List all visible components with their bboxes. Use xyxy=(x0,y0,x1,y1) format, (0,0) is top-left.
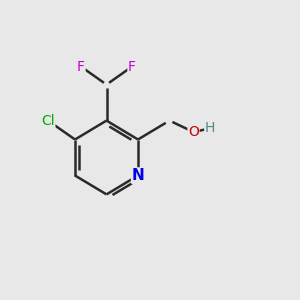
Text: H: H xyxy=(205,122,215,135)
Text: O: O xyxy=(188,125,199,139)
Text: N: N xyxy=(132,168,144,183)
Text: F: F xyxy=(77,60,85,74)
Text: F: F xyxy=(128,60,136,74)
Text: Cl: Cl xyxy=(41,114,55,128)
